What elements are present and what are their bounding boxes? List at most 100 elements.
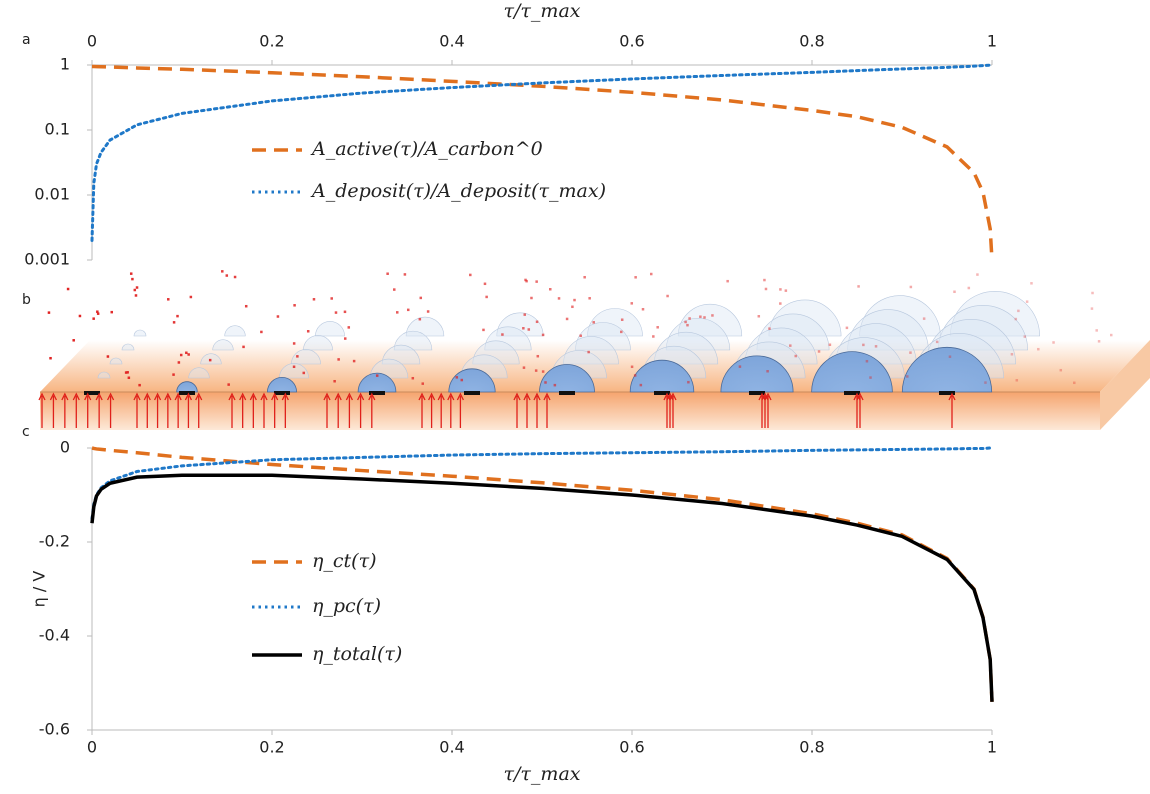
dome-ghost bbox=[496, 312, 544, 337]
ion bbox=[525, 279, 528, 283]
x-tick-label: 0.2 bbox=[259, 32, 284, 51]
ion bbox=[784, 289, 788, 292]
x-tick-label: 0.6 bbox=[619, 32, 644, 51]
arrow-head bbox=[761, 392, 769, 401]
ion bbox=[789, 344, 792, 347]
ion bbox=[649, 272, 653, 276]
x-tick-label: 0.4 bbox=[439, 738, 464, 757]
ion bbox=[630, 302, 634, 305]
ion bbox=[703, 316, 706, 319]
ion bbox=[393, 288, 396, 291]
ion bbox=[375, 374, 379, 377]
ion bbox=[501, 333, 504, 336]
arrow-head bbox=[357, 392, 365, 401]
x-tick-label: 1 bbox=[987, 32, 997, 51]
panel-label: b bbox=[22, 292, 31, 308]
ion bbox=[687, 380, 690, 384]
arrow-head bbox=[323, 392, 331, 401]
ion bbox=[127, 376, 131, 380]
ion bbox=[110, 310, 114, 314]
ion bbox=[96, 310, 99, 313]
ion bbox=[534, 369, 538, 372]
ion bbox=[862, 343, 865, 347]
deposit-dome bbox=[357, 372, 397, 393]
arrow-head bbox=[72, 392, 80, 401]
y-tick-label: -0.4 bbox=[39, 626, 70, 645]
y-tick-label: -0.2 bbox=[39, 532, 70, 551]
ion bbox=[948, 355, 952, 358]
arrow-head bbox=[239, 392, 247, 401]
y-tick-label: 0 bbox=[60, 438, 70, 457]
y-tick-label: 0.1 bbox=[45, 120, 70, 139]
ion bbox=[779, 302, 782, 305]
deposit-dome bbox=[811, 351, 893, 393]
active-site bbox=[559, 391, 575, 395]
ion bbox=[641, 307, 645, 311]
ion bbox=[124, 371, 128, 374]
active-site bbox=[369, 391, 385, 395]
ion bbox=[592, 321, 595, 324]
ion bbox=[845, 326, 849, 330]
ion bbox=[343, 310, 347, 314]
ion bbox=[260, 330, 263, 334]
ion bbox=[1015, 379, 1019, 382]
ion bbox=[630, 365, 634, 369]
ion bbox=[984, 381, 987, 384]
ion bbox=[347, 326, 351, 329]
ion bbox=[167, 298, 170, 301]
ion bbox=[573, 298, 576, 302]
ion bbox=[583, 275, 586, 279]
arrow-head bbox=[95, 392, 103, 401]
ion bbox=[485, 295, 488, 299]
ion bbox=[293, 304, 296, 307]
arrow-head bbox=[271, 392, 279, 401]
arrow-head bbox=[533, 392, 541, 401]
active-site bbox=[464, 391, 480, 395]
arrow-head bbox=[61, 392, 69, 401]
ion bbox=[1014, 317, 1018, 321]
x-tick-label: 0 bbox=[87, 738, 97, 757]
ion bbox=[302, 371, 306, 375]
ion bbox=[469, 273, 472, 277]
ion bbox=[571, 305, 574, 309]
ion bbox=[225, 274, 229, 277]
arrow-head bbox=[437, 392, 445, 401]
dome-ghost bbox=[563, 336, 619, 365]
arrow-head bbox=[249, 392, 257, 401]
arrow-head bbox=[447, 392, 455, 401]
ion bbox=[1097, 340, 1101, 343]
ion bbox=[535, 320, 539, 324]
arrow-head bbox=[281, 392, 289, 401]
ion bbox=[343, 337, 347, 340]
ion bbox=[763, 278, 766, 282]
dome-ghost bbox=[224, 325, 246, 337]
ion bbox=[686, 323, 689, 327]
active-site bbox=[84, 391, 100, 395]
arrow-head bbox=[418, 392, 426, 401]
electrode-side bbox=[1100, 340, 1150, 430]
ion bbox=[131, 277, 134, 281]
dome-ghost bbox=[587, 308, 643, 337]
legend-label: A_deposit(τ)/A_deposit(τ_max) bbox=[310, 180, 606, 202]
ion bbox=[208, 358, 212, 362]
ion bbox=[766, 370, 769, 373]
ion bbox=[126, 371, 129, 374]
ion bbox=[1052, 341, 1055, 344]
x-axis-title: τ/τ_max bbox=[504, 0, 581, 22]
ion bbox=[66, 287, 70, 291]
arrow-head bbox=[38, 392, 46, 401]
arrow-head bbox=[856, 392, 864, 401]
ion bbox=[549, 288, 552, 291]
ion bbox=[418, 317, 422, 321]
ion bbox=[72, 339, 75, 342]
ion bbox=[134, 294, 138, 297]
arrow-head bbox=[368, 392, 376, 401]
ion bbox=[738, 365, 742, 368]
ion bbox=[189, 295, 193, 299]
arrow-head bbox=[456, 392, 464, 401]
dome-ghost bbox=[109, 357, 123, 365]
x-tick-label: 1 bbox=[987, 738, 997, 757]
arrow-head bbox=[663, 392, 671, 401]
x-tick-label: 0.6 bbox=[619, 738, 644, 757]
ion bbox=[976, 273, 979, 276]
